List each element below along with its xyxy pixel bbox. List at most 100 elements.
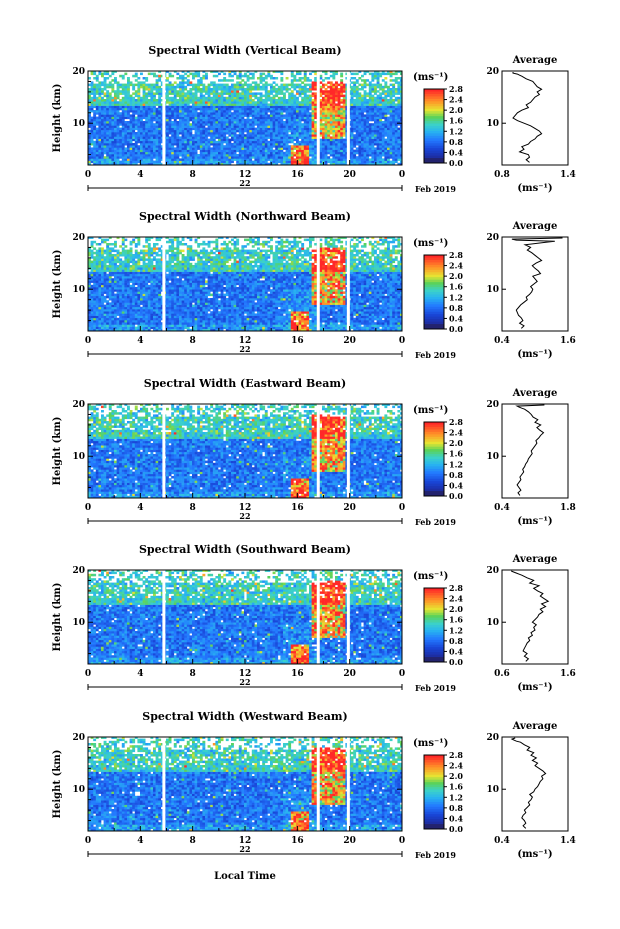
- x-tick-label: 8: [190, 836, 196, 846]
- colorbar-segment: [424, 463, 444, 467]
- colorbar-segment: [424, 436, 444, 440]
- colorbar-tick-label: 0.4: [449, 480, 463, 490]
- colorbar-segment: [424, 610, 444, 614]
- x-tick-label: 0: [85, 336, 91, 346]
- colorbar-segment: [424, 478, 444, 482]
- colorbar-segment: [424, 274, 444, 278]
- data-gap: [346, 570, 350, 664]
- colorbar-segment: [424, 602, 444, 606]
- profile-frame: [501, 236, 569, 332]
- colorbar-tick-label: 2.0: [449, 438, 463, 448]
- x-tick-label: 16: [291, 503, 304, 513]
- x-tick-label: 0: [85, 836, 91, 846]
- heatmap-cells: [88, 71, 402, 165]
- profile-frame: [501, 70, 569, 166]
- panel-1: Spectral Width (Vertical Beam) Height (km…: [52, 44, 576, 194]
- x-tick-label: 20: [343, 336, 356, 346]
- profile-title: Average: [512, 221, 558, 232]
- colorbar-segment: [424, 473, 444, 477]
- x-tick-label: 0: [85, 170, 91, 180]
- x-tick-label: 12: [239, 836, 252, 846]
- colorbar-tick-label: 0.4: [449, 313, 463, 323]
- profile-frame: [501, 403, 569, 499]
- colorbar-segment: [424, 491, 444, 495]
- date-tick-label: 22: [239, 677, 250, 687]
- colorbar-segment: [424, 777, 444, 781]
- colorbar-tick-label: 0.0: [449, 158, 463, 168]
- colorbar-tick-label: 0.0: [449, 324, 463, 334]
- colorbar-segment: [424, 826, 444, 830]
- y-tick-label: 20: [72, 733, 85, 743]
- x-tick-label: 20: [343, 170, 356, 180]
- colorbar-tick-label: 1.6: [449, 449, 463, 459]
- colorbar-segment: [424, 138, 444, 142]
- colorbar-segment: [424, 294, 444, 298]
- data-gap: [346, 737, 350, 831]
- heatmap-cells: [88, 237, 402, 331]
- x-tick-label: 20: [343, 669, 356, 679]
- y-tick-label: 10: [72, 452, 85, 462]
- colorbar-segment: [424, 625, 444, 628]
- colorbar-tick-label: 2.8: [449, 84, 463, 94]
- colorbar-segment: [424, 620, 444, 624]
- colorbar-segment: [424, 486, 444, 490]
- colorbar-tick-label: 2.8: [449, 250, 463, 260]
- panel-title: Spectral Width (Eastward Beam): [144, 377, 346, 390]
- colorbar-segment: [424, 143, 444, 147]
- colorbar-segment: [424, 789, 444, 793]
- heatmap-cells: [88, 404, 402, 498]
- date-label: Feb 2019: [415, 350, 456, 360]
- colorbar-frame: [423, 88, 445, 164]
- x-tick-label: 12: [239, 669, 252, 679]
- colorbar-segment: [424, 772, 444, 776]
- x-tick-label: 0: [399, 336, 405, 346]
- x-tick-label: 20: [343, 503, 356, 513]
- x-tick-label: 4: [137, 170, 143, 180]
- x-tick-label: 12: [239, 170, 252, 180]
- colorbar-segment: [424, 123, 444, 127]
- data-gap: [162, 404, 166, 498]
- colorbar-segment: [424, 801, 444, 805]
- colorbar-segment: [424, 632, 444, 636]
- profile-y-tick-label: 20: [486, 400, 499, 410]
- colorbar-segment: [424, 314, 444, 318]
- data-gap: [316, 570, 320, 664]
- colorbar-segment: [424, 262, 444, 266]
- y-axis-label: Height (km): [52, 417, 63, 486]
- colorbar-segment: [424, 113, 444, 117]
- colorbar-segment: [424, 429, 444, 433]
- colorbar-segment: [424, 150, 444, 154]
- data-gap: [346, 237, 350, 331]
- date-tick-label: 22: [239, 844, 250, 854]
- colorbar-tick-label: 0.8: [449, 303, 463, 313]
- colorbar-tick-label: 2.4: [449, 428, 463, 438]
- colorbar-segment: [424, 637, 444, 641]
- colorbar-tick-label: 0.0: [449, 657, 463, 667]
- colorbar-segment: [424, 91, 444, 95]
- colorbar-tick-label: 2.8: [449, 750, 463, 760]
- profile-y-tick-label: 10: [486, 452, 499, 462]
- colorbar-segment: [424, 755, 444, 758]
- profile-title: Average: [512, 55, 558, 66]
- colorbar-segment: [424, 792, 444, 795]
- profile-x-tick-label: 0.6: [494, 669, 510, 679]
- colorbar-segment: [424, 488, 444, 492]
- colorbar-segment: [424, 459, 444, 462]
- x-tick-label: 4: [137, 503, 143, 513]
- colorbar-segment: [424, 111, 444, 115]
- colorbar-tick-label: 0.8: [449, 803, 463, 813]
- colorbar-segment: [424, 319, 444, 323]
- x-tick-label: 16: [291, 336, 304, 346]
- colorbar-segment: [424, 774, 444, 778]
- colorbar-segment: [424, 622, 444, 626]
- profile-xlabel: (ms⁻¹): [517, 183, 552, 194]
- colorbar-segment: [424, 454, 444, 458]
- colorbar-tick-label: 0.8: [449, 137, 463, 147]
- colorbar-segment: [424, 757, 444, 761]
- colorbar-segment: [424, 426, 444, 430]
- profile-xlabel: (ms⁻¹): [517, 849, 552, 860]
- colorbar-segment: [424, 605, 444, 609]
- colorbar-tick-label: 1.6: [449, 615, 463, 625]
- colorbar-tick-label: 2.4: [449, 261, 463, 271]
- profile-y-tick-label: 20: [486, 733, 499, 743]
